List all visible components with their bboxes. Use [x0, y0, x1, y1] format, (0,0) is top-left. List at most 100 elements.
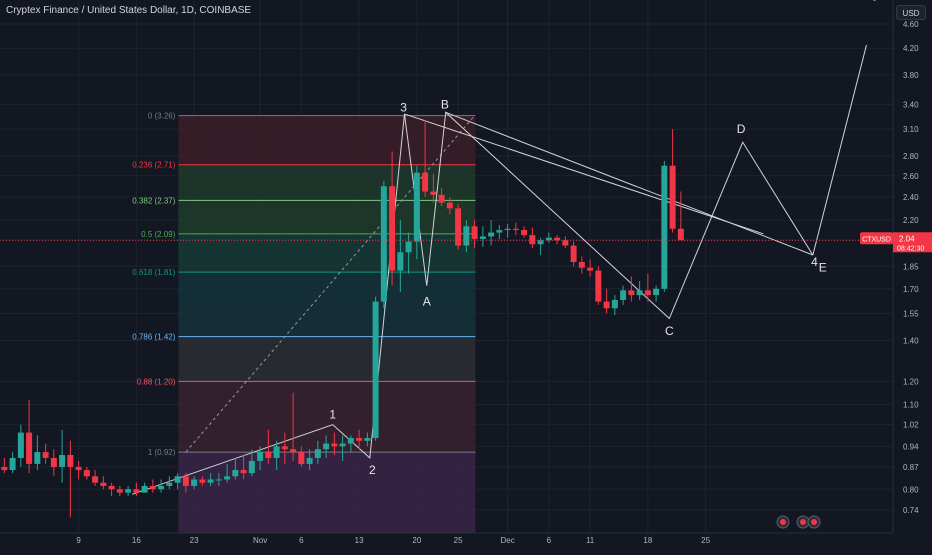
candle-body — [191, 479, 198, 486]
time-tick-label: Dec — [500, 536, 514, 545]
event-icon-dot — [811, 519, 817, 525]
price-tick-label: 2.40 — [903, 193, 919, 202]
candle-body — [644, 290, 651, 296]
wave-label-2: 2 — [369, 463, 376, 477]
candle-body — [554, 237, 561, 241]
candle-body — [496, 230, 503, 233]
candle-body — [125, 489, 132, 493]
drawing-lines[interactable] — [132, 44, 867, 495]
price-tick-label: 1.10 — [903, 401, 919, 410]
candle-body — [265, 452, 272, 458]
wave-label-5: 5 — [871, 0, 878, 4]
price-tick-label: 2.80 — [903, 152, 919, 161]
candle-body — [174, 476, 181, 483]
candle-body — [504, 228, 511, 231]
candle-body — [653, 288, 660, 296]
fib-zone — [178, 164, 476, 201]
price-tick-label: 1.02 — [903, 421, 919, 430]
time-tick-label: 9 — [76, 536, 81, 545]
current-price-tag: CTXUSD 2.04 08:42:30 — [0, 232, 932, 253]
candle-body — [166, 482, 173, 486]
event-icons[interactable] — [776, 515, 821, 529]
candle-body — [413, 172, 420, 242]
fib-level-label: 1 (0.92) — [148, 448, 176, 457]
candle-body — [26, 432, 33, 464]
candle-body — [232, 470, 239, 477]
candle-body — [116, 489, 123, 493]
candle-body — [545, 237, 552, 241]
price-tick-label: 1.55 — [903, 309, 919, 318]
candle-body — [628, 290, 635, 296]
time-axis[interactable]: 9 16 23 Nov 6 13 20 25 Dec 6 11 18 25 — [0, 532, 893, 550]
price-tick-label: 4.20 — [903, 44, 919, 53]
candle-body — [669, 165, 676, 229]
time-tick-label: 18 — [643, 536, 652, 545]
candle-body — [471, 226, 478, 239]
price-tick-label: 0.80 — [903, 485, 919, 494]
candle-body — [438, 194, 445, 203]
time-tick-label: 25 — [701, 536, 710, 545]
candle-body — [677, 228, 684, 241]
candle-body — [158, 485, 165, 490]
candle-body — [100, 482, 107, 486]
candle-body — [331, 443, 338, 447]
price-tick-label: 2.20 — [903, 216, 919, 225]
wave-label-e: E — [819, 261, 827, 275]
time-tick-label: 20 — [412, 536, 421, 545]
candle-body — [34, 452, 41, 464]
candle-body — [562, 240, 569, 246]
time-tick-label: 23 — [190, 536, 199, 545]
candle-body — [463, 226, 470, 246]
candle-body — [67, 454, 74, 467]
fibonacci-retracement[interactable]: 0 (3.26) 0.236 (2.71) 0.382 (2.37) 0.5 (2.0… — [132, 112, 476, 533]
candle-body — [248, 460, 255, 474]
symbol-tag — [860, 232, 893, 245]
price-tick-label: 1.40 — [903, 336, 919, 345]
candle-body — [281, 446, 288, 450]
price-axis-bg — [893, 0, 932, 550]
wave-label-d: D — [737, 122, 746, 136]
candle-body — [611, 299, 618, 309]
candle-body — [9, 457, 16, 471]
fib-level-label: 0.618 (1.81) — [132, 268, 175, 277]
candle-body — [75, 466, 82, 471]
price-tick-label: 3.10 — [903, 125, 919, 134]
candle-body — [149, 485, 156, 490]
candle-body — [207, 479, 214, 483]
candle-body — [488, 232, 495, 237]
candle-body — [380, 186, 387, 302]
price-tag-value: 2.04 — [899, 234, 915, 243]
candle-body — [108, 485, 115, 490]
fib-zone — [178, 381, 476, 453]
candle-body — [364, 438, 371, 441]
candle-body — [50, 457, 57, 467]
fib-level-label: 0.5 (2.09) — [141, 230, 176, 239]
currency-button[interactable]: USD — [896, 5, 926, 20]
candle-body — [133, 489, 140, 493]
candle-body — [603, 301, 610, 309]
candle-body — [323, 443, 330, 450]
fib-level-label: 0.786 (1.42) — [132, 333, 175, 342]
price-axis[interactable]: 4.60 4.20 3.80 3.40 3.10 2.80 2.60 2.40 2.20 2.04… — [892, 0, 932, 550]
candle-body — [661, 165, 668, 289]
trend-line-lower — [445, 111, 814, 256]
event-icon-dot — [780, 519, 786, 525]
candle-body — [356, 438, 363, 441]
price-tick-label: 3.40 — [903, 100, 919, 109]
candle-body — [529, 235, 536, 245]
candle-body — [595, 270, 602, 302]
candle-body — [240, 470, 247, 474]
candle-body — [199, 479, 206, 483]
candle-body — [397, 252, 404, 271]
candle-body — [521, 230, 528, 236]
candle-body — [182, 476, 189, 486]
candle-body — [570, 245, 577, 263]
wave-abcde-path — [403, 111, 814, 320]
candle-body — [455, 208, 462, 246]
trend-line-upper — [404, 113, 764, 235]
fib-zone — [178, 115, 476, 165]
candle-body — [1, 466, 8, 471]
price-tick-label: 0.87 — [903, 463, 919, 472]
